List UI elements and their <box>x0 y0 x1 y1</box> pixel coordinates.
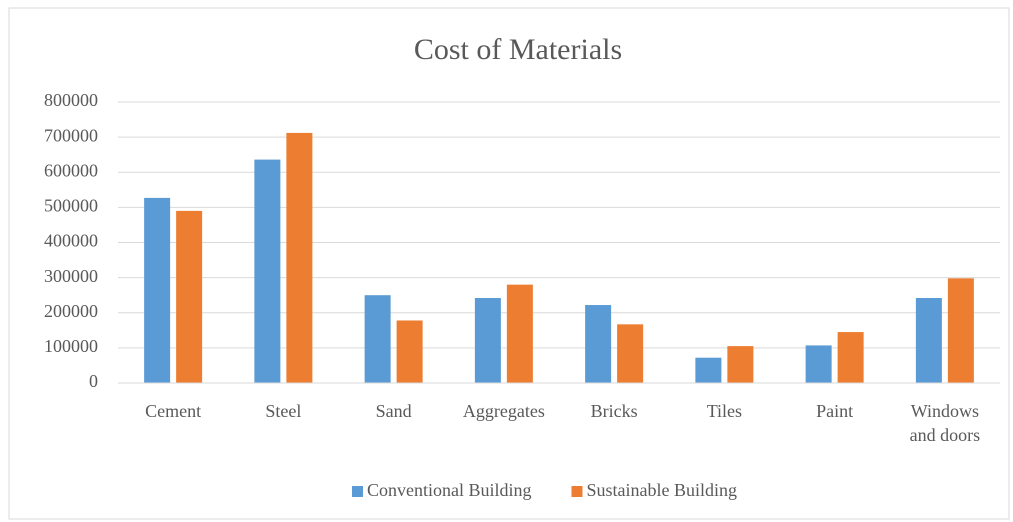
bar <box>176 210 203 383</box>
chart-frame <box>8 7 1010 520</box>
x-tick-label: Tiles <box>707 401 742 421</box>
y-tick-label: 300000 <box>44 266 98 286</box>
bar <box>837 332 864 383</box>
legend-label: Conventional Building <box>367 480 532 500</box>
y-tick-label: 600000 <box>44 160 98 180</box>
x-tick-label: Bricks <box>591 401 638 421</box>
y-tick-label: 100000 <box>44 336 98 356</box>
bar <box>617 324 644 383</box>
bar <box>364 295 391 383</box>
bar <box>585 305 612 383</box>
x-tick-label: Sand <box>376 401 412 421</box>
y-tick-label: 500000 <box>44 196 98 216</box>
x-tick-label: Paint <box>816 401 853 421</box>
y-tick-label: 200000 <box>44 301 98 321</box>
y-tick-label: 800000 <box>44 90 98 110</box>
chart-title: Cost of Materials <box>414 33 622 66</box>
bar <box>286 132 313 383</box>
bar <box>805 345 832 383</box>
bar <box>915 297 942 383</box>
bar <box>727 346 754 383</box>
bar <box>474 297 501 383</box>
x-tick-label: Aggregates <box>463 401 545 421</box>
bar <box>396 320 423 383</box>
legend-swatch <box>352 486 363 497</box>
bar <box>254 159 281 383</box>
y-tick-label: 400000 <box>44 231 98 251</box>
bar <box>695 357 722 383</box>
bar <box>947 278 974 383</box>
y-tick-label: 700000 <box>44 125 98 145</box>
x-tick-label: Steel <box>265 401 301 421</box>
x-tick-label: Cement <box>145 401 201 421</box>
bar <box>144 197 171 383</box>
legend-label: Sustainable Building <box>587 480 738 500</box>
bar <box>506 284 533 383</box>
y-tick-label: 0 <box>89 371 98 391</box>
x-tick-label: Windows and doors <box>910 401 981 445</box>
legend-swatch <box>571 486 583 497</box>
